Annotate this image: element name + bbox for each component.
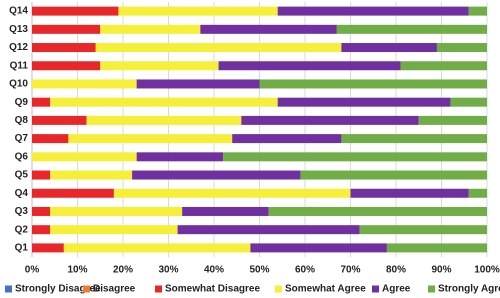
bar-segment <box>218 61 401 71</box>
legend-label: Somewhat Disagree <box>165 284 260 295</box>
legend-label: Disagree <box>93 284 136 295</box>
bar-segment <box>32 225 51 235</box>
y-tick-label: Q4 <box>15 188 29 199</box>
bar-segment <box>32 188 114 198</box>
y-tick-label: Q1 <box>15 243 29 254</box>
x-tick-label: 40% <box>204 265 224 276</box>
bar-segment <box>300 170 487 180</box>
x-tick-label: 70% <box>340 265 360 276</box>
bar-segment <box>468 6 487 16</box>
bar-segment <box>95 43 342 53</box>
bar-segment <box>68 134 233 144</box>
bar-segment <box>113 188 351 198</box>
x-tick-label: 30% <box>158 265 178 276</box>
bar-segment <box>32 24 101 34</box>
legend-label: Strongly Disagree <box>15 284 101 295</box>
legend-swatch <box>428 285 435 293</box>
x-tick-label: 100% <box>474 265 500 276</box>
x-tick-label: 0% <box>25 265 40 276</box>
bar-segment <box>268 206 487 216</box>
bar-segment <box>341 43 437 53</box>
bar-segment <box>250 243 387 253</box>
x-tick-label: 50% <box>249 265 269 276</box>
bar-segment <box>32 206 51 216</box>
bar-segment <box>32 115 87 125</box>
bar-segment <box>118 6 278 16</box>
bar-segment <box>418 115 487 125</box>
bar-segment <box>336 24 487 34</box>
y-tick-label: Q13 <box>9 24 28 35</box>
legend-swatch <box>83 285 90 293</box>
x-tick-label: 10% <box>67 265 87 276</box>
bar-segment <box>400 61 487 71</box>
bar-segment <box>32 170 51 180</box>
bar-segment <box>32 152 137 162</box>
bar-segment <box>177 225 360 235</box>
bar-segment <box>277 6 469 16</box>
bar-segment <box>241 115 419 125</box>
bar-segment <box>32 134 69 144</box>
x-tick-label: 80% <box>386 265 406 276</box>
y-tick-label: Q3 <box>15 206 29 217</box>
legend-swatch <box>5 285 12 293</box>
y-tick-label: Q6 <box>15 151 29 162</box>
bar-segment <box>132 170 301 180</box>
legend-swatch <box>275 285 282 293</box>
x-tick-label: 60% <box>295 265 315 276</box>
bar-segment <box>136 79 260 89</box>
y-tick-label: Q12 <box>9 42 28 53</box>
bar-segment <box>259 79 487 89</box>
bar-segment <box>468 188 487 198</box>
bar-segment <box>223 152 487 162</box>
legend-swatch <box>155 285 162 293</box>
y-tick-label: Q14 <box>9 6 28 17</box>
bar-segment <box>63 243 251 253</box>
bar-segment <box>32 79 137 89</box>
x-tick-label: 90% <box>431 265 451 276</box>
bar-segment <box>50 170 133 180</box>
x-tick-label: 20% <box>113 265 133 276</box>
bar-segment <box>350 188 469 198</box>
bar-segment <box>450 97 487 107</box>
bar-segment <box>50 225 178 235</box>
bar-segment <box>32 243 64 253</box>
bar-segment <box>86 115 242 125</box>
legend-label: Somewhat Agree <box>285 284 366 295</box>
y-tick-label: Q2 <box>15 224 29 235</box>
bar-segment <box>277 97 451 107</box>
legend-label: Agree <box>382 284 411 295</box>
y-tick-label: Q11 <box>10 60 29 71</box>
legend-swatch <box>372 285 379 293</box>
legend-label: Strongly Agree <box>438 284 500 295</box>
bar-segment <box>232 134 342 144</box>
y-tick-label: Q7 <box>15 133 29 144</box>
y-tick-label: Q10 <box>9 79 28 90</box>
bar-segment <box>436 43 487 53</box>
y-tick-label: Q8 <box>15 115 29 126</box>
bar-segment <box>136 152 224 162</box>
bar-segment <box>341 134 487 144</box>
bar-segment <box>200 24 337 34</box>
bar-segment <box>32 6 119 16</box>
bar-segment <box>50 206 183 216</box>
bar-segment <box>32 61 101 71</box>
bar-segment <box>386 243 487 253</box>
bar-segment <box>100 61 219 71</box>
bar-segment <box>32 43 96 53</box>
bar-segment <box>182 206 269 216</box>
bar-segment <box>50 97 278 107</box>
bar-segment <box>100 24 201 34</box>
y-tick-label: Q5 <box>15 170 29 181</box>
y-tick-label: Q9 <box>15 97 29 108</box>
bar-segment <box>32 97 51 107</box>
bar-segment <box>359 225 487 235</box>
